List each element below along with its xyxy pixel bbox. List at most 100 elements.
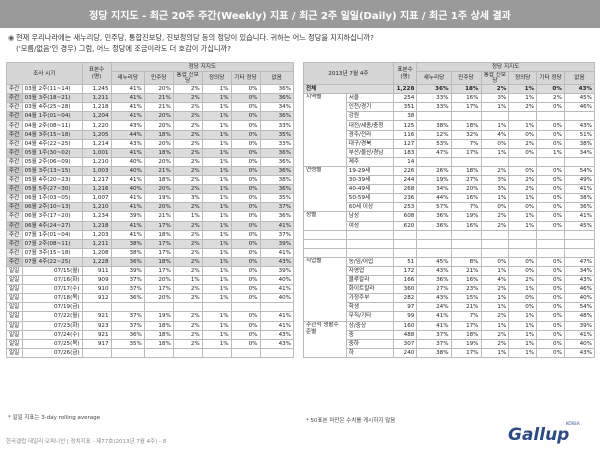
row-value: 43% [259, 256, 294, 267]
row-period: 06월 2주(10~13) [21, 202, 83, 213]
row-value: 21% [450, 302, 482, 313]
row-value: 2% [172, 102, 203, 113]
row-value: 0% [230, 84, 261, 95]
row-group: 주간 [6, 247, 23, 258]
row-value: 0% [536, 284, 565, 295]
row-value: 2% [172, 320, 203, 331]
row-sample: 1,001 [81, 147, 112, 158]
table-row: 일일 07/18(목) 912 36% 20% 2% 1% 0% 40% [6, 293, 294, 304]
row-value: 17% [143, 265, 174, 277]
table-row: 일일 07/19(금) [6, 302, 294, 313]
row-value [450, 229, 482, 240]
row-value: 38% [563, 193, 596, 204]
row-value: 0% [230, 193, 261, 204]
col-header: 새누리당 [110, 71, 145, 86]
row-group: 주간 [6, 102, 23, 113]
table-row: 주간 06월 3주(17~20) 1,234 39% 21% 1% 1% 0% 36% [6, 211, 294, 222]
row-value: 39% [110, 211, 145, 222]
row-sample: 244 [392, 175, 418, 186]
row-group: 일일 [6, 302, 23, 313]
row-value: 1% [201, 311, 232, 322]
row-value [201, 347, 232, 358]
row-group: 연령별 [303, 165, 347, 213]
row-value: 0% [536, 293, 565, 304]
row-value: 24% [416, 302, 452, 313]
row-value: 36% [416, 220, 452, 231]
row-value: 41% [110, 202, 145, 213]
total-value: 0% [536, 84, 565, 95]
row-sample: 1,218 [81, 220, 112, 231]
row-sample: 917 [81, 338, 112, 349]
col-header: 통합 진보당 [172, 71, 203, 86]
row-period: 05월 5주(27~30) [21, 184, 83, 195]
row-value: 0% [536, 311, 565, 322]
row-sample: 921 [81, 329, 112, 340]
row-value: 45% [416, 256, 452, 267]
row-value: 54% [563, 165, 596, 177]
row-value: 17% [143, 238, 174, 249]
row-value: 36% [259, 111, 294, 122]
row-value: 43% [563, 120, 596, 131]
row-value: 40% [563, 338, 596, 349]
row-label: 30-39세 [345, 175, 394, 186]
row-value: 1% [480, 147, 510, 158]
row-value: 21% [143, 93, 174, 104]
row-value: 0% [536, 102, 565, 113]
row-value: 34% [259, 102, 294, 113]
row-value: 17% [143, 220, 174, 231]
row-group-empty [303, 247, 347, 258]
row-value: 1% [201, 293, 232, 304]
col-sample: 표본수 (명) [392, 61, 418, 86]
row-sample: 1,210 [81, 156, 112, 167]
row-value: 2% [480, 211, 510, 222]
row-value: 1% [480, 320, 510, 331]
table-row: 성별 남성 608 36% 19% 2% 1% 0% 41% [303, 211, 596, 231]
row-value: 1% [172, 211, 203, 222]
row-sample: 911 [81, 265, 112, 277]
row-value: 44% [416, 193, 452, 204]
row-period: 07/17(수) [21, 284, 83, 295]
row-value: 36% [110, 293, 145, 304]
row-sample: 360 [392, 284, 418, 295]
row-value: 2% [480, 220, 510, 231]
row-value: 3% [480, 175, 510, 186]
row-value [536, 247, 565, 258]
table-row: 주간 06월 2주(10~13) 1,210 41% 20% 2% 1% 0% 37% [6, 202, 294, 213]
row-value: 1% [201, 129, 232, 140]
row-value: 0% [480, 202, 510, 213]
row-group: 일일 [6, 284, 23, 295]
row-value [259, 347, 294, 358]
row-value: 20% [143, 202, 174, 213]
row-label: 가정주부 [345, 293, 394, 304]
row-value: 0% [230, 329, 261, 340]
row-value: 1% [508, 193, 538, 204]
row-value [110, 347, 145, 358]
row-value [563, 247, 596, 258]
row-sample: 268 [392, 184, 418, 195]
row-value: 46% [563, 102, 596, 113]
row-value: 0% [536, 175, 565, 186]
row-value: 2% [172, 156, 203, 167]
footer: 한국갤럽 데일리 오피니언 | 정치지표 - 제77호(2013년 7월 4주)… [6, 439, 167, 445]
table-row: 60세 이상 253 57% 7% 0% 0% 0% 36% [304, 202, 596, 213]
row-value: 1% [508, 338, 538, 349]
row-value: 0% [230, 247, 261, 258]
row-group: 일일 [6, 293, 23, 304]
row-value: 44% [110, 129, 145, 140]
row-value: 2% [172, 184, 203, 195]
row-value: 1% [201, 338, 232, 349]
row-value: 18% [450, 329, 482, 340]
col-header: 없음 [259, 71, 294, 86]
row-value [480, 238, 510, 249]
row-group: 주간 [6, 211, 23, 222]
row-value [201, 302, 232, 313]
row-value: 1% [201, 156, 232, 167]
col-period: 2013년 7월 4주 [303, 61, 394, 86]
row-label: 농/임/어업 [345, 256, 394, 267]
table-row: 주관적 생활수준별 상/중상 160 41% 17% 1% 1% 0% 39% [303, 320, 596, 358]
row-value: 2% [172, 147, 203, 158]
row-group: 성별 [303, 211, 347, 231]
row-value: 0% [480, 138, 510, 149]
bullet-icon: ◉ [8, 33, 15, 42]
row-label: 60세 이상 [345, 202, 394, 213]
